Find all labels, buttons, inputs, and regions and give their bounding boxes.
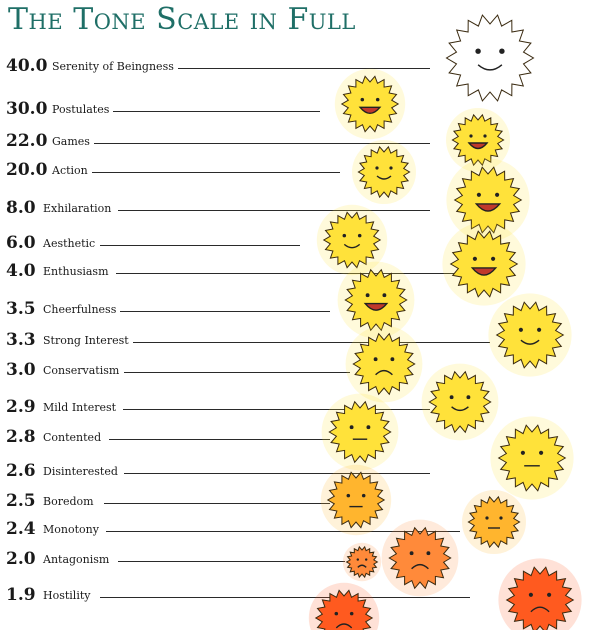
tone-row: 3.5 Cheerfulness	[0, 299, 600, 329]
tone-value: 6.0	[6, 233, 36, 253]
tone-value: 2.9	[6, 397, 36, 417]
leader-line	[100, 245, 300, 246]
leader-line	[124, 473, 430, 474]
leader-line	[116, 273, 460, 274]
tone-value: 2.5	[6, 491, 36, 511]
tone-value: 20.0	[6, 160, 48, 180]
leader-line	[133, 342, 490, 343]
tone-row: 6.0 Aesthetic	[0, 233, 600, 263]
tone-value: 2.6	[6, 461, 36, 481]
tone-label: Postulates	[52, 103, 114, 116]
leader-line	[118, 561, 345, 562]
leader-line	[106, 531, 460, 532]
leader-line	[123, 409, 430, 410]
tone-value: 2.4	[6, 519, 36, 539]
tone-row: 4.0 Enthusiasm	[0, 261, 600, 291]
tone-label: Aesthetic	[43, 237, 100, 250]
tone-label: Exhilaration	[43, 202, 116, 215]
tone-label: Games	[52, 135, 94, 148]
tone-row: 2.6 Disinterested	[0, 461, 600, 491]
tone-value: 1.9	[6, 585, 36, 605]
tone-row: 8.0 Exhilaration	[0, 198, 600, 228]
tone-label: Conservatism	[43, 364, 124, 377]
tone-row: 40.0 Serenity of Beingness	[0, 56, 600, 86]
tone-label: Cheerfulness	[43, 303, 121, 316]
tone-label: Strong Interest	[43, 334, 133, 347]
tone-label: Antagonism	[43, 553, 114, 566]
tone-row: 2.5 Boredom	[0, 491, 600, 521]
leader-line	[90, 143, 430, 144]
tone-label: Mild Interest	[43, 401, 121, 414]
tone-row: 3.3 Strong Interest	[0, 330, 600, 360]
tone-value: 3.5	[6, 299, 36, 319]
tone-label: Serenity of Beingness	[52, 60, 178, 73]
tone-row: 2.0 Antagonism	[0, 549, 600, 579]
page-title: The Tone Scale in Full	[8, 2, 356, 37]
tone-row: 30.0 Postulates	[0, 99, 600, 129]
tone-label: Enthusiasm	[43, 265, 113, 278]
tone-row: 3.0 Conservatism	[0, 360, 600, 390]
tone-row: 2.9 Mild Interest	[0, 397, 600, 427]
tone-value: 8.0	[6, 198, 36, 218]
leader-line	[100, 597, 470, 598]
tone-label: Boredom	[43, 495, 98, 508]
tone-value: 2.0	[6, 549, 36, 569]
tone-value: 3.0	[6, 360, 36, 380]
tone-label: Hostility	[43, 589, 95, 602]
tone-label: Action	[52, 164, 92, 177]
tone-label: Contented	[43, 431, 106, 444]
leader-line	[104, 503, 330, 504]
tone-value: 4.0	[6, 261, 36, 281]
leader-line	[109, 439, 330, 440]
tone-row: 2.4 Monotony	[0, 519, 600, 549]
tone-row: 1.9 Hostility	[0, 585, 600, 615]
tone-label: Disinterested	[43, 465, 122, 478]
leader-line	[165, 68, 430, 69]
leader-line	[124, 372, 350, 373]
leader-line	[110, 311, 330, 312]
tone-label: Monotony	[43, 523, 103, 536]
tone-value: 40.0	[6, 56, 48, 76]
tone-value: 2.8	[6, 427, 36, 447]
tone-row: 22.0 Games	[0, 131, 600, 161]
leader-line	[106, 111, 320, 112]
tone-row: 20.0 Action	[0, 160, 600, 190]
tone-row: 2.8 Contented	[0, 427, 600, 457]
leader-line	[118, 210, 430, 211]
tone-value: 30.0	[6, 99, 48, 119]
tone-value: 3.3	[6, 330, 36, 350]
leader-line	[88, 172, 340, 173]
tone-value: 22.0	[6, 131, 48, 151]
